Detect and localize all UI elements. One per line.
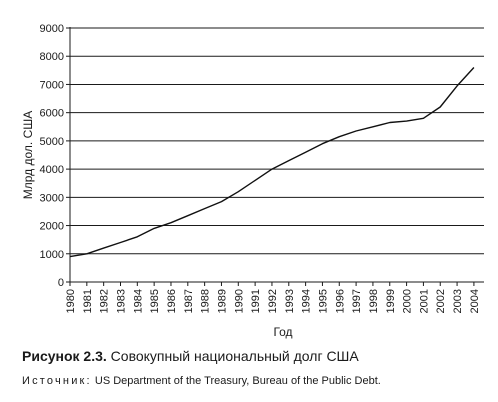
x-tick-label: 1982: [99, 289, 111, 313]
figure-caption-label: Рисунок 2.3.: [22, 348, 107, 364]
figure-caption-text: Совокупный национальный долг США: [110, 348, 359, 364]
series-line: [69, 67, 475, 258]
y-tick-label: 8000: [40, 51, 64, 63]
x-tick-label: 1981: [82, 289, 94, 313]
x-tick-label: 1992: [267, 289, 279, 313]
y-tick-label: 3000: [40, 192, 64, 204]
x-tick-label: 2001: [418, 289, 430, 313]
x-tick-label: 1998: [368, 289, 380, 313]
y-tick-label: 0: [58, 277, 64, 289]
y-tick-label: 9000: [40, 23, 64, 35]
x-tick-label: 2000: [402, 289, 414, 313]
x-tick-label: 1987: [183, 289, 195, 313]
y-axis-title: Млрд дол. США: [21, 111, 35, 199]
source-label: Источник:: [22, 375, 92, 387]
x-tick-label: 1991: [250, 289, 262, 313]
x-tick-label: 1999: [385, 289, 397, 313]
x-tick-label: 1983: [115, 289, 127, 313]
x-tick-label: 1988: [200, 289, 212, 313]
x-tick-label: 1994: [301, 289, 313, 313]
source-text: US Department of the Treasury, Bureau of…: [94, 375, 381, 387]
x-tick-label: 1993: [284, 289, 296, 313]
x-tick-label: 1980: [65, 289, 77, 313]
x-tick-label: 1985: [149, 289, 161, 313]
x-tick-label: 1989: [216, 289, 228, 313]
x-tick-label: 1997: [351, 289, 363, 313]
x-tick-label: 1996: [334, 289, 346, 313]
x-tick-label: 1986: [166, 289, 178, 313]
y-tick-label: 2000: [40, 221, 64, 233]
x-tick-label: 1995: [317, 289, 329, 313]
y-tick-label: 7000: [40, 79, 64, 91]
source-note: Источник: US Department of the Treasury,…: [22, 375, 381, 387]
y-tick-label: 1000: [40, 249, 64, 261]
x-axis-title: Год: [273, 325, 292, 339]
x-tick-label: 2004: [469, 289, 481, 313]
y-tick-label: 6000: [40, 108, 64, 120]
line-chart: 0 1000 2000 3000 4000 5000 6000 7000 8000 9000 198…: [21, 23, 484, 339]
figure-caption: Рисунок 2.3. Совокупный национальный дол…: [22, 348, 359, 364]
y-tick-label: 5000: [40, 136, 64, 148]
x-tick-label: 2003: [452, 289, 464, 313]
x-tick-label: 1990: [233, 289, 245, 313]
y-tick-label: 4000: [40, 164, 64, 176]
x-tick-label: 1984: [132, 289, 144, 313]
x-tick-label: 2002: [435, 289, 447, 313]
